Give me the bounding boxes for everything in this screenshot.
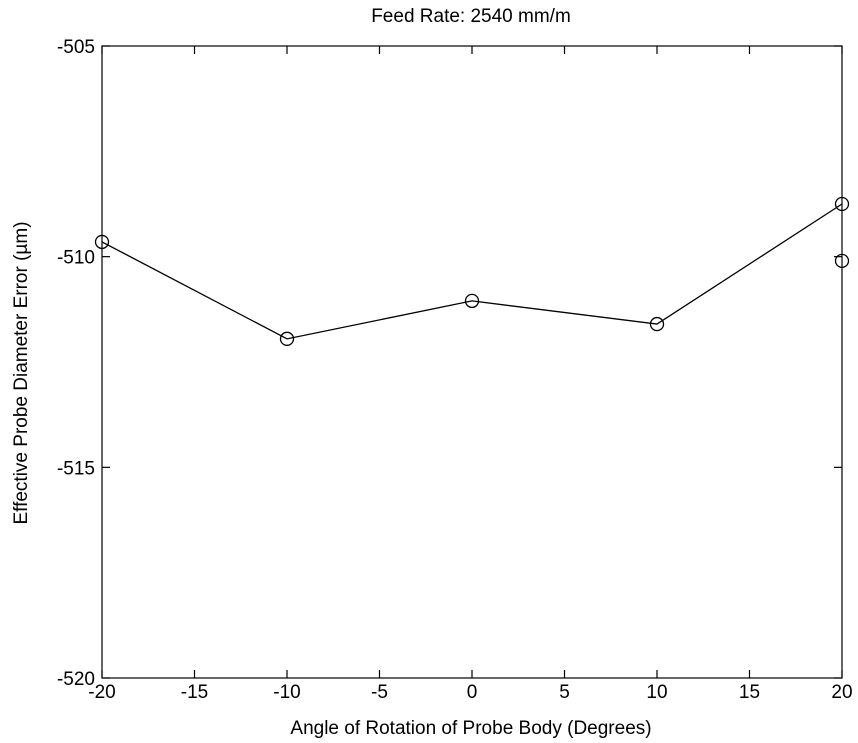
y-tick-label: -520 [57, 669, 95, 690]
x-tick-label: 10 [646, 682, 667, 703]
data-point-marker [834, 196, 850, 212]
data-point-marker [94, 234, 110, 250]
plot-frame [101, 45, 843, 679]
data-point-marker [834, 253, 850, 269]
x-tick-label: -10 [273, 682, 300, 703]
x-tick-label: 0 [467, 682, 478, 703]
y-tick-label: -505 [57, 37, 95, 58]
series-line [101, 203, 843, 340]
y-tick-label: -510 [57, 248, 95, 269]
x-tick-label: 15 [739, 682, 760, 703]
series-layer [94, 196, 850, 346]
x-tick-label: -5 [371, 682, 388, 703]
chart-title: Feed Rate: 2540 mm/m [371, 6, 571, 27]
y-tick-label: -515 [57, 458, 95, 479]
x-tick-label: 5 [559, 682, 570, 703]
data-point-marker [464, 293, 480, 309]
x-axis-label: Angle of Rotation of Probe Body (Degrees… [290, 718, 651, 739]
x-tick-label: 20 [831, 682, 852, 703]
x-tick-label: -15 [181, 682, 208, 703]
y-axis-label: Effective Probe Diameter Error (µm) [11, 221, 32, 524]
ticks-layer: -20 -15 -10 -5 0 5 10 15 20-520-515-510-505 [57, 37, 853, 703]
data-point-marker [279, 331, 295, 346]
x-tick-label: -20 [88, 682, 115, 703]
data-point-marker [649, 316, 665, 332]
